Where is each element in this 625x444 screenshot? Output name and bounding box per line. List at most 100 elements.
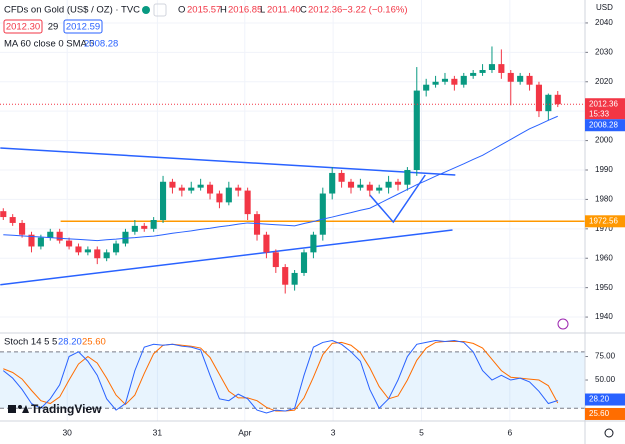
candle-body	[253, 214, 261, 235]
y-tick-label: 50.00	[595, 375, 616, 384]
ma-value: 2008.28	[589, 120, 618, 129]
candle-body	[376, 187, 383, 191]
stoch-k-line	[2, 340, 558, 414]
candle-body	[488, 64, 496, 70]
high-key: H	[220, 5, 227, 16]
stoch-d-box	[585, 407, 625, 420]
y-tick-label: 2030	[595, 47, 613, 56]
low-value: 2011.40	[267, 5, 301, 16]
candle-body	[66, 240, 73, 247]
candle-body	[244, 190, 251, 215]
ma-legend-value: 2008.28	[84, 39, 118, 50]
candle-body	[225, 187, 232, 203]
candle-body	[319, 193, 326, 235]
candle-body	[75, 246, 82, 253]
stoch-k-box	[585, 393, 625, 406]
candle-body	[197, 184, 204, 188]
candle-body	[545, 94, 552, 112]
ask: 2012.59	[66, 22, 100, 33]
candle-body	[282, 267, 289, 285]
candle-body	[122, 231, 129, 244]
candle-body	[169, 181, 176, 188]
alert-button[interactable]	[153, 3, 167, 17]
candle-body	[178, 187, 185, 191]
y-tick-label: 1950	[595, 283, 613, 292]
y-tick-label: 1970	[595, 224, 613, 233]
settings-button[interactable]	[604, 428, 614, 438]
candle-body	[423, 84, 430, 91]
candle-body	[291, 272, 298, 285]
logo: TradingView	[8, 402, 102, 416]
y-tick-label: 1940	[595, 312, 613, 321]
x-tick-label: 31	[153, 427, 163, 437]
y-tick-label: 2000	[595, 136, 613, 145]
change: −3.22 (−0.16%)	[342, 5, 408, 16]
y-tick-label: 2040	[595, 18, 613, 27]
candle-body	[526, 75, 533, 85]
candle-body	[37, 237, 44, 247]
candle-body	[235, 187, 242, 191]
bid: 2012.30	[6, 22, 40, 33]
candle-body	[432, 81, 439, 85]
candle-body	[441, 78, 449, 82]
candle-body	[498, 64, 505, 73]
stoch-k-value: 28.20	[589, 395, 610, 404]
grid	[0, 0, 588, 421]
candle-body	[141, 225, 148, 229]
candle-body	[103, 252, 110, 259]
candle-body	[188, 187, 195, 191]
candle-body	[357, 184, 364, 188]
x-tick-label: 3	[331, 427, 336, 437]
logo-mark	[18, 405, 22, 409]
x-tick-label: Apr	[238, 427, 251, 437]
hline-value-box	[585, 215, 625, 228]
last-price-countdown: 15:33	[589, 109, 610, 118]
symbol: CFDs on Gold (US$ / OZ) · TVC	[4, 5, 140, 16]
y-tick-label: 1960	[595, 253, 613, 262]
candle-body	[554, 94, 561, 105]
candle-body	[94, 249, 101, 259]
candle-body	[19, 222, 26, 235]
candle-body	[84, 249, 91, 253]
candle-body	[216, 193, 223, 203]
event-icon[interactable]	[557, 318, 569, 330]
candle-body	[470, 72, 477, 76]
candle-body	[535, 84, 543, 112]
overlay: CFDs on Gold (US$ / OZ) · TVC O 2015.57 …	[3, 3, 625, 438]
low-key: L	[260, 5, 265, 16]
candle-body	[263, 234, 270, 253]
spread: 29	[48, 22, 59, 33]
candle-body	[0, 211, 7, 218]
market-status	[142, 6, 150, 14]
y-tick-label: 2020	[595, 77, 613, 86]
candle-body	[347, 181, 355, 188]
candle-body	[479, 70, 486, 73]
x-tick-label: 6	[507, 427, 512, 437]
candle-body	[385, 181, 392, 188]
stoch-d-value: 25.60	[589, 409, 610, 418]
candle-body	[113, 243, 120, 253]
y-tick-label: 1980	[595, 195, 613, 204]
candle-body	[9, 217, 16, 223]
trend-line	[0, 229, 453, 286]
currency[interactable]: USD	[596, 3, 613, 12]
last-price-box	[585, 98, 625, 120]
candle-body	[404, 170, 411, 185]
stoch-d-legend: 25.60	[82, 337, 106, 348]
ma-legend: MA 60 close 0 SMA 5	[4, 39, 94, 50]
open-key: O	[178, 5, 185, 16]
candle-body	[56, 231, 63, 241]
last-price: 2012.36	[589, 99, 618, 108]
bid-box[interactable]	[3, 19, 43, 34]
close-key: C	[300, 5, 307, 16]
candle-body	[366, 184, 373, 191]
candle-body	[517, 75, 524, 82]
candle-body	[47, 231, 54, 238]
candle-body	[394, 181, 402, 185]
ask-box[interactable]	[63, 19, 103, 34]
candle-body	[460, 75, 467, 85]
logo-mark	[8, 405, 16, 413]
ma-line	[3, 115, 558, 242]
logo-text: TradingView	[31, 402, 102, 416]
